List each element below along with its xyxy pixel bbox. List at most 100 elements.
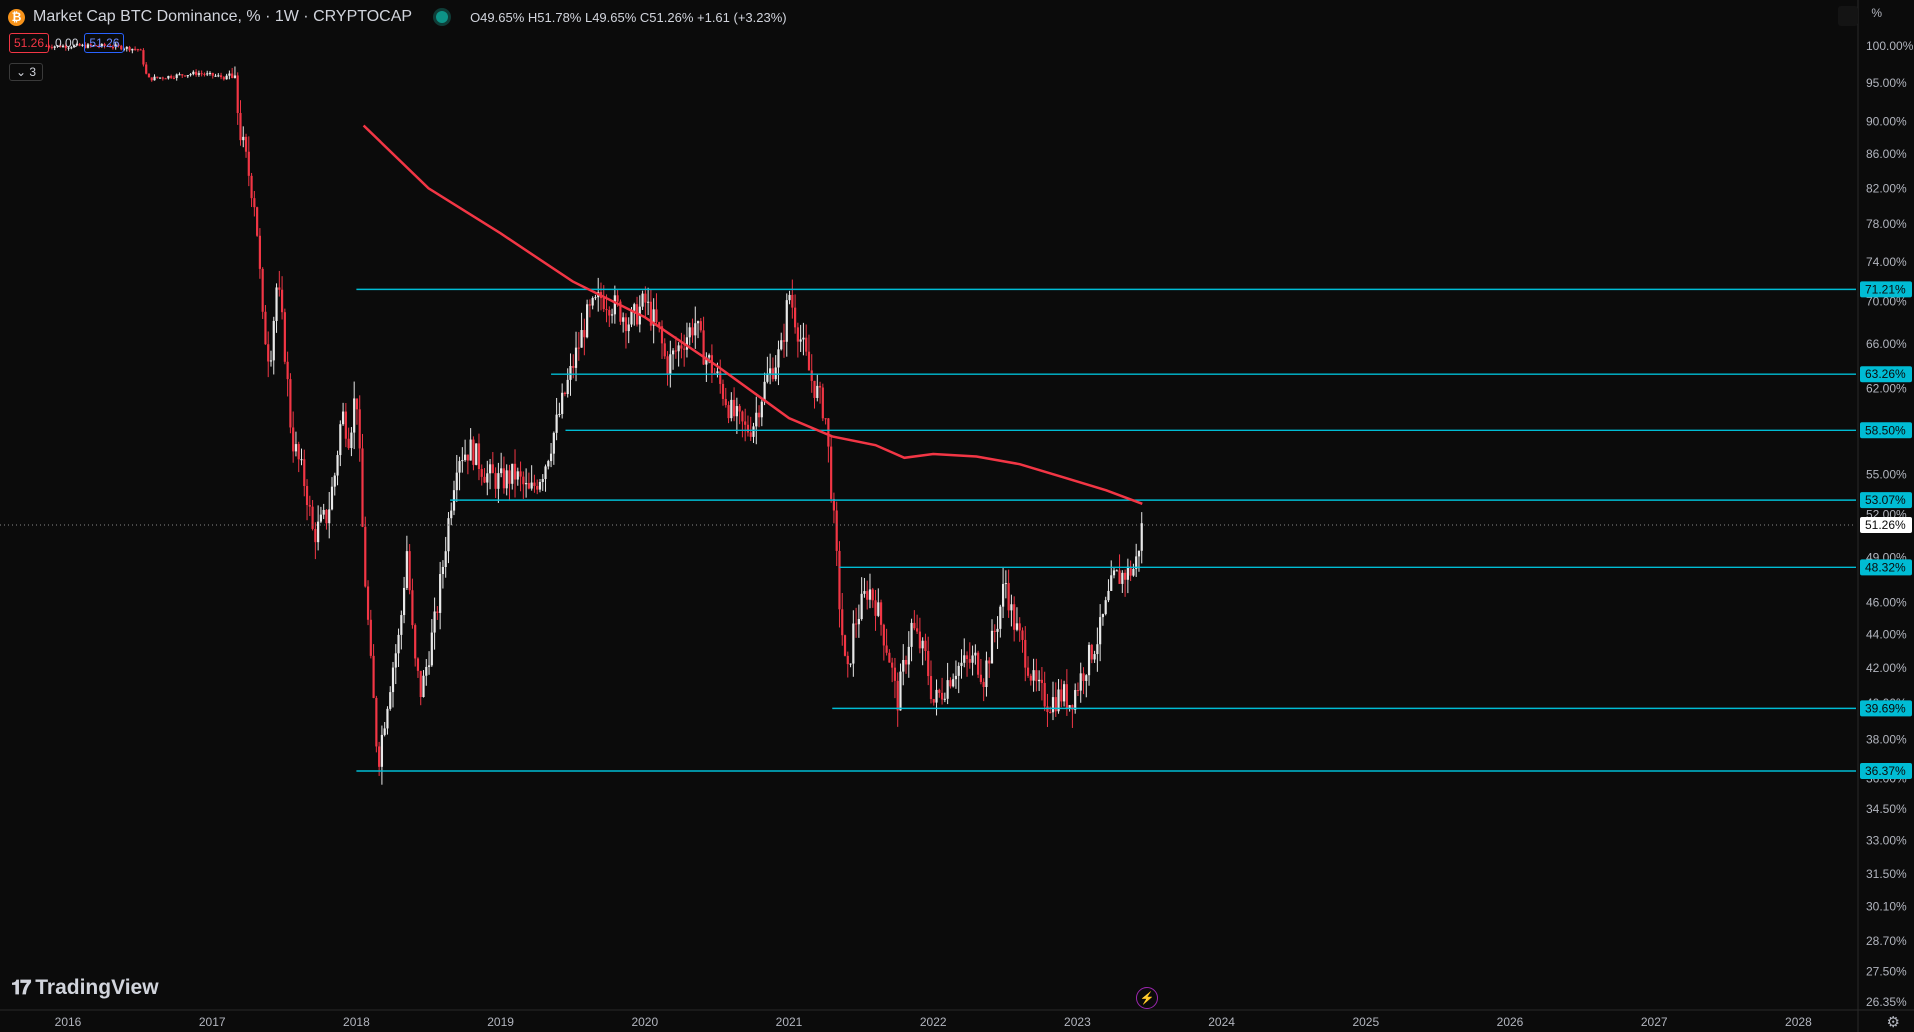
candle-body xyxy=(314,528,317,543)
buy-price-box[interactable]: 51.26 xyxy=(84,33,125,53)
candle-body xyxy=(871,589,874,601)
symbol-title[interactable]: Market Cap BTC Dominance, % · 1W · CRYPT… xyxy=(33,8,413,25)
candle-body xyxy=(75,43,78,46)
level-price-tag[interactable] xyxy=(1860,422,1912,439)
candle-body xyxy=(841,609,844,636)
level-price-tag[interactable] xyxy=(1860,700,1912,717)
candle-body xyxy=(946,680,949,699)
spread-value: 0.00 xyxy=(55,36,79,50)
x-tick-label: 2022 xyxy=(920,1015,947,1029)
candle-body xyxy=(888,652,891,663)
candle-body xyxy=(1126,566,1129,580)
lightning-icon[interactable]: ⚡ xyxy=(1136,987,1158,1009)
candle-body xyxy=(48,46,51,48)
candle-body xyxy=(358,409,361,449)
candle-body xyxy=(125,46,128,49)
candle-body xyxy=(436,611,439,613)
y-tick-label: 78.00% xyxy=(1866,217,1907,231)
candle-body xyxy=(1090,644,1093,660)
candle-body xyxy=(1010,604,1013,611)
level-price-label: 71.21% xyxy=(1865,282,1906,296)
candle-body xyxy=(927,651,930,677)
candle-body xyxy=(735,406,738,417)
chart-menu-button[interactable] xyxy=(1838,6,1858,26)
candle-body xyxy=(893,667,897,681)
candle-body xyxy=(658,322,661,327)
candle-body xyxy=(1087,644,1091,676)
candle-body xyxy=(1074,690,1077,710)
x-tick-label: 2018 xyxy=(343,1015,370,1029)
current-price-tag[interactable] xyxy=(1860,517,1912,534)
level-price-label: 39.69% xyxy=(1865,701,1906,715)
candle-body xyxy=(977,652,980,675)
candle-body xyxy=(286,361,289,380)
candle-body xyxy=(264,311,267,345)
level-price-tag[interactable] xyxy=(1860,366,1912,383)
candle-body xyxy=(383,728,386,735)
y-tick-label: 46.00% xyxy=(1866,596,1907,610)
candle-body xyxy=(1057,689,1060,712)
y-tick-label: 42.00% xyxy=(1866,661,1907,675)
market-status-dot-icon[interactable] xyxy=(436,11,449,23)
level-price-tag[interactable] xyxy=(1860,559,1912,576)
candle-body xyxy=(732,399,736,417)
candle-body xyxy=(624,317,628,332)
level-price-tag[interactable] xyxy=(1860,492,1912,509)
candle-body xyxy=(910,622,913,647)
candle-body xyxy=(461,460,464,462)
candle-body xyxy=(613,295,616,315)
candle-body xyxy=(827,418,830,447)
candle-body xyxy=(990,630,994,664)
level-price-tag[interactable] xyxy=(1860,762,1912,779)
candle-body xyxy=(838,550,841,610)
sell-price-box[interactable]: 51.26 xyxy=(9,33,50,53)
candle-body xyxy=(913,622,916,629)
candle-body xyxy=(677,345,680,352)
gear-icon[interactable]: ⚙ xyxy=(1886,1014,1900,1031)
candle-body xyxy=(167,75,170,79)
tradingview-logo[interactable]: 𝟏𝟕 TradingView xyxy=(11,976,159,1000)
candle-body xyxy=(544,466,547,480)
candle-body xyxy=(746,424,750,433)
candle-body xyxy=(319,514,323,522)
candle-body xyxy=(766,373,769,382)
candle-body xyxy=(275,287,278,321)
candle-body xyxy=(1062,684,1066,702)
candle-body xyxy=(225,75,228,80)
candle-body xyxy=(256,207,259,236)
logo-text: TradingView xyxy=(35,976,159,999)
candle-body xyxy=(719,371,722,384)
candle-body xyxy=(1029,675,1032,681)
candle-body xyxy=(1015,623,1019,630)
indicators-toggle-button[interactable]: ⌄ 3 xyxy=(9,63,44,81)
candle-body xyxy=(206,73,209,75)
candle-body xyxy=(694,323,697,336)
candle-body xyxy=(952,679,955,687)
candle-body xyxy=(816,385,819,398)
candle-body xyxy=(336,455,339,476)
candle-body xyxy=(619,301,622,322)
candle-body xyxy=(427,665,431,667)
level-price-tag[interactable] xyxy=(1860,281,1912,298)
candle-body xyxy=(1096,644,1099,655)
candle-body xyxy=(655,309,658,323)
candle-body xyxy=(45,46,48,47)
candle-body xyxy=(633,304,636,311)
candle-body xyxy=(366,586,370,620)
moving-average-line[interactable] xyxy=(362,124,1143,505)
candle-body xyxy=(250,175,253,199)
candle-body xyxy=(361,448,364,527)
candle-body xyxy=(61,45,65,48)
candle-body xyxy=(95,45,98,47)
candle-body xyxy=(231,73,234,78)
candle-body xyxy=(444,551,447,567)
candle-body xyxy=(391,667,395,693)
candle-body xyxy=(402,587,406,616)
candle-body xyxy=(866,591,869,600)
y-tick-label: 55.00% xyxy=(1866,468,1907,482)
candle-body xyxy=(389,692,392,709)
candle-body xyxy=(228,73,231,76)
candle-body xyxy=(208,72,212,74)
candle-body xyxy=(508,470,511,484)
